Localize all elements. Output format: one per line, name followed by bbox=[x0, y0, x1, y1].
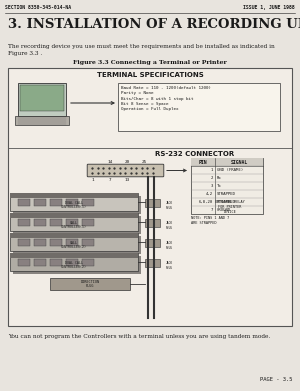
FancyBboxPatch shape bbox=[18, 199, 30, 206]
Text: 7: 7 bbox=[211, 208, 213, 212]
Text: You can not program the Controllers with a terminal unless you are using tandem : You can not program the Controllers with… bbox=[8, 334, 270, 339]
FancyBboxPatch shape bbox=[10, 253, 138, 271]
FancyBboxPatch shape bbox=[34, 199, 46, 206]
Text: Figure 3.3 Connecting a Terminal or Printer: Figure 3.3 Connecting a Terminal or Prin… bbox=[73, 60, 227, 65]
Text: SIGNAL: SIGNAL bbox=[230, 160, 248, 165]
Text: ISSUE 1, JUNE 1988: ISSUE 1, JUNE 1988 bbox=[243, 5, 295, 10]
FancyBboxPatch shape bbox=[10, 213, 138, 218]
FancyBboxPatch shape bbox=[50, 259, 62, 266]
Text: CALL
CONTROLLER(2): CALL CONTROLLER(2) bbox=[61, 241, 87, 249]
FancyBboxPatch shape bbox=[82, 219, 94, 226]
FancyBboxPatch shape bbox=[13, 196, 141, 214]
FancyBboxPatch shape bbox=[191, 158, 263, 214]
FancyBboxPatch shape bbox=[66, 199, 78, 206]
FancyBboxPatch shape bbox=[13, 216, 141, 234]
FancyBboxPatch shape bbox=[10, 193, 138, 198]
FancyBboxPatch shape bbox=[18, 239, 30, 246]
Text: DUAL CALL
CONTROLLER(2): DUAL CALL CONTROLLER(2) bbox=[61, 261, 87, 269]
Text: PIN: PIN bbox=[199, 160, 207, 165]
Text: 25: 25 bbox=[141, 160, 147, 164]
Text: JACK
PLUG: JACK PLUG bbox=[166, 261, 173, 270]
FancyBboxPatch shape bbox=[66, 259, 78, 266]
FancyBboxPatch shape bbox=[145, 219, 160, 227]
Text: DUAL CALL
CONTROLLER(1): DUAL CALL CONTROLLER(1) bbox=[61, 201, 87, 209]
Text: Rx: Rx bbox=[217, 176, 222, 180]
FancyBboxPatch shape bbox=[34, 239, 46, 246]
Text: The recording device you use must meet the requirements and be installed as indi: The recording device you use must meet t… bbox=[8, 44, 275, 56]
FancyBboxPatch shape bbox=[34, 219, 46, 226]
Text: 20: 20 bbox=[124, 160, 130, 164]
Text: 1: 1 bbox=[92, 178, 94, 182]
Text: NOTE: PINS 1 AND 7
ARE STRAPPED: NOTE: PINS 1 AND 7 ARE STRAPPED bbox=[191, 216, 229, 225]
Text: JACK
PLUG: JACK PLUG bbox=[166, 221, 173, 230]
FancyBboxPatch shape bbox=[10, 193, 138, 211]
FancyBboxPatch shape bbox=[87, 164, 164, 177]
FancyBboxPatch shape bbox=[82, 239, 94, 246]
Text: 14: 14 bbox=[107, 160, 112, 164]
FancyBboxPatch shape bbox=[18, 83, 66, 116]
Text: STRAPPED: STRAPPED bbox=[217, 192, 236, 196]
FancyBboxPatch shape bbox=[82, 259, 94, 266]
Text: Tx: Tx bbox=[217, 184, 222, 188]
Text: 4,2: 4,2 bbox=[206, 192, 213, 196]
FancyBboxPatch shape bbox=[10, 213, 138, 231]
FancyBboxPatch shape bbox=[82, 199, 94, 206]
FancyBboxPatch shape bbox=[145, 199, 160, 207]
Text: STRAPPED: STRAPPED bbox=[217, 200, 236, 204]
Text: 3. INSTALLATION OF A RECORDING UNIT: 3. INSTALLATION OF A RECORDING UNIT bbox=[8, 18, 300, 31]
FancyBboxPatch shape bbox=[10, 233, 138, 238]
Text: JACK
PLUG: JACK PLUG bbox=[166, 241, 173, 249]
FancyBboxPatch shape bbox=[50, 278, 130, 290]
Text: DIRECTION
PLUG: DIRECTION PLUG bbox=[80, 280, 100, 288]
Text: GND (FRAME): GND (FRAME) bbox=[217, 168, 243, 172]
FancyBboxPatch shape bbox=[10, 233, 138, 251]
Text: TERMINAL SPECIFICATIONS: TERMINAL SPECIFICATIONS bbox=[97, 72, 203, 78]
Text: RS-232 CONNECTOR: RS-232 CONNECTOR bbox=[155, 151, 235, 157]
FancyBboxPatch shape bbox=[10, 253, 138, 258]
Text: JACK
PLUG: JACK PLUG bbox=[166, 201, 173, 210]
Text: Baud Rate = 110 - 1200(default 1200)
Parity = None
Bits/Char = 8 with 1 stop bit: Baud Rate = 110 - 1200(default 1200) Par… bbox=[121, 86, 211, 111]
Text: 2: 2 bbox=[211, 176, 213, 180]
Text: 13: 13 bbox=[124, 178, 130, 182]
FancyBboxPatch shape bbox=[18, 259, 30, 266]
FancyBboxPatch shape bbox=[50, 239, 62, 246]
FancyBboxPatch shape bbox=[191, 158, 263, 166]
FancyBboxPatch shape bbox=[145, 259, 160, 267]
Text: 7: 7 bbox=[109, 178, 111, 182]
FancyBboxPatch shape bbox=[20, 85, 64, 111]
FancyBboxPatch shape bbox=[8, 68, 292, 326]
FancyBboxPatch shape bbox=[50, 199, 62, 206]
FancyBboxPatch shape bbox=[13, 256, 141, 274]
FancyBboxPatch shape bbox=[50, 219, 62, 226]
FancyBboxPatch shape bbox=[15, 116, 69, 125]
Text: 6,8,20: 6,8,20 bbox=[199, 200, 213, 204]
FancyBboxPatch shape bbox=[118, 83, 280, 131]
FancyBboxPatch shape bbox=[145, 239, 160, 247]
Text: SECTION 8350-345-014-NA: SECTION 8350-345-014-NA bbox=[5, 5, 71, 10]
Text: PAGE - 3.5: PAGE - 3.5 bbox=[260, 377, 292, 382]
FancyBboxPatch shape bbox=[34, 259, 46, 266]
FancyBboxPatch shape bbox=[66, 219, 78, 226]
Text: OPTIONAL RELAY
FOR PRINTER
DEVICE: OPTIONAL RELAY FOR PRINTER DEVICE bbox=[215, 200, 245, 214]
FancyBboxPatch shape bbox=[18, 219, 30, 226]
Text: GROUND: GROUND bbox=[217, 208, 231, 212]
FancyBboxPatch shape bbox=[13, 236, 141, 254]
Text: 1: 1 bbox=[211, 168, 213, 172]
Text: CALL
CONTROLLER(1): CALL CONTROLLER(1) bbox=[61, 221, 87, 229]
FancyBboxPatch shape bbox=[66, 239, 78, 246]
Text: 3: 3 bbox=[211, 184, 213, 188]
